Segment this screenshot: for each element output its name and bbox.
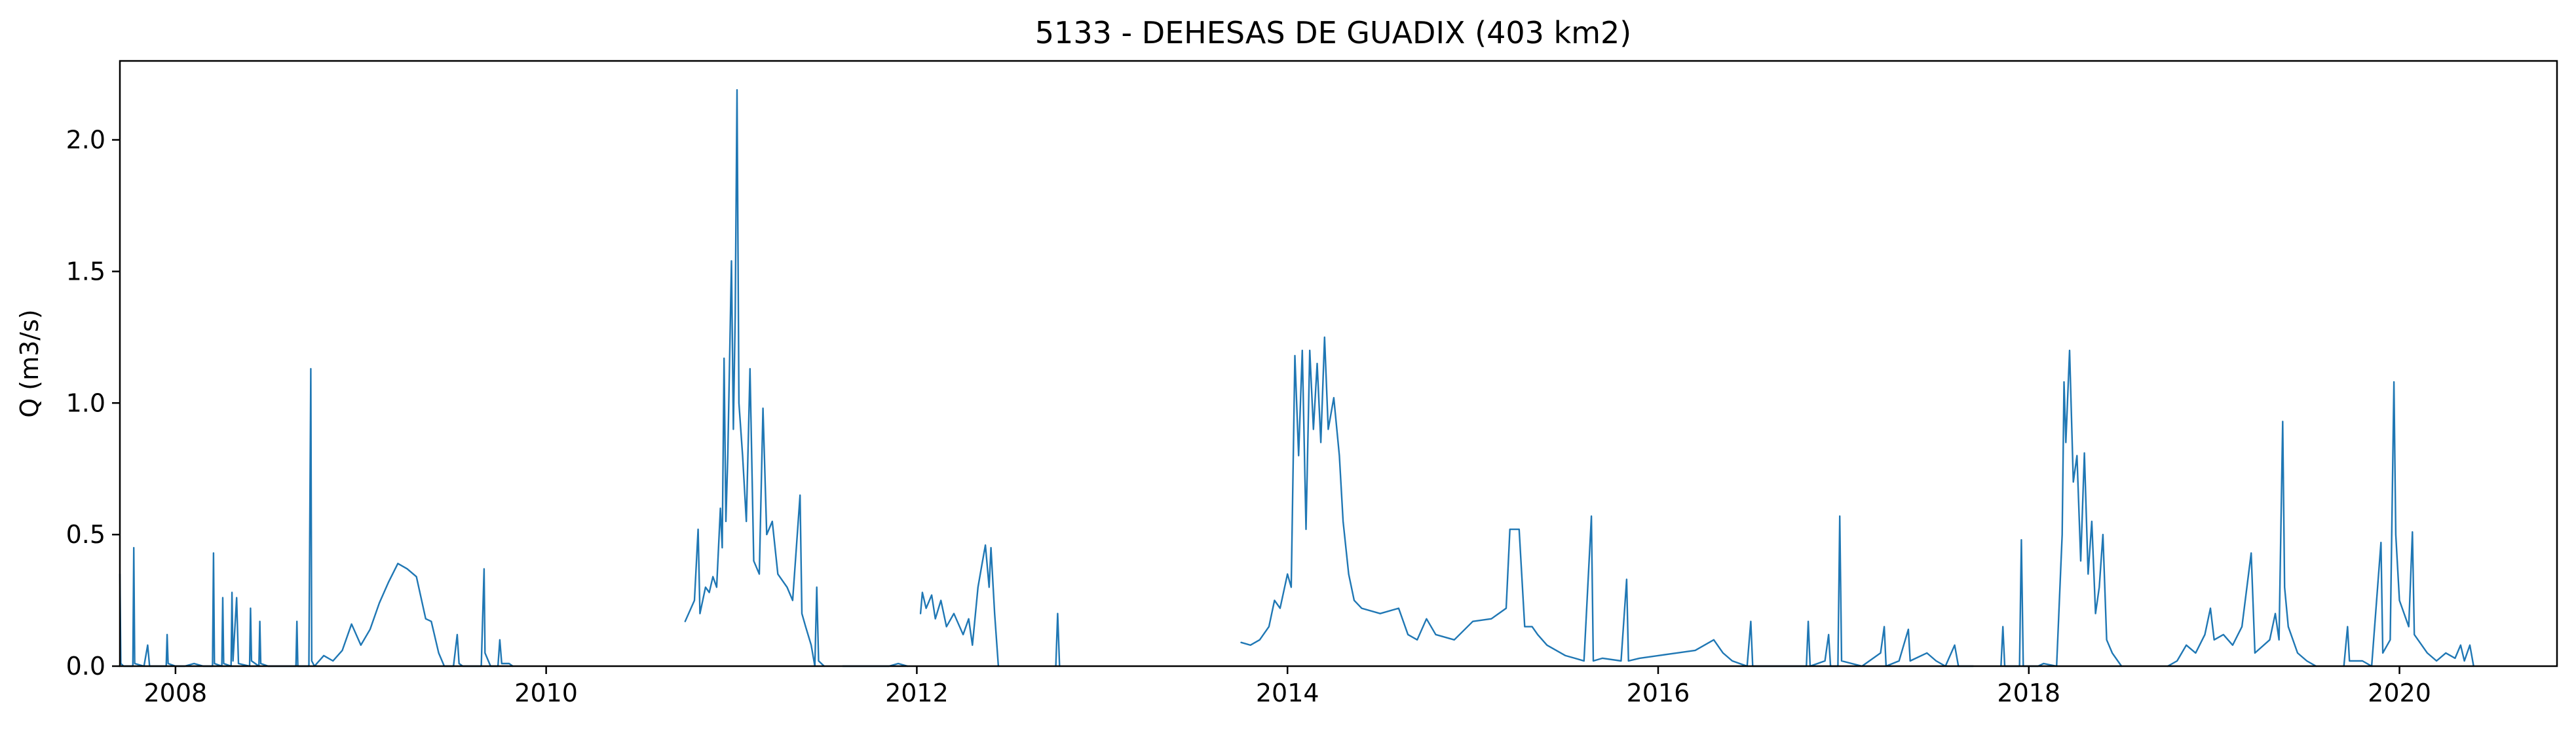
- discharge-series-line: [2343, 381, 2474, 667]
- discharge-series-line: [119, 367, 514, 667]
- x-tick-label: 2012: [885, 679, 949, 707]
- discharge-series-line: [684, 89, 825, 667]
- x-axis: 2008 2010 2012 2014 2016 2018 2020: [144, 666, 2431, 707]
- discharge-series-line: [1055, 612, 1061, 667]
- x-tick-label: 2020: [2368, 679, 2431, 707]
- x-tick-label: 2018: [1997, 679, 2060, 707]
- y-axis-label: Q (m3/s): [15, 309, 44, 417]
- x-tick-label: 2008: [144, 679, 208, 707]
- y-tick-label: 0.5: [66, 520, 105, 549]
- x-tick-label: 2014: [1256, 679, 1319, 707]
- y-tick-label: 0.0: [66, 652, 105, 681]
- y-axis: 0.0 0.5 1.0 1.5 2.0: [66, 126, 120, 681]
- discharge-series-line: [919, 544, 1000, 667]
- plot-area: [119, 89, 2474, 667]
- y-tick-label: 2.0: [66, 126, 105, 155]
- axes-frame: [119, 60, 2558, 667]
- y-tick-label: 1.5: [66, 257, 105, 286]
- y-tick-label: 1.0: [66, 388, 105, 417]
- discharge-series-line: [1240, 336, 1975, 667]
- x-tick-label: 2016: [1627, 679, 1690, 707]
- chart-title: 5133 - DEHESAS DE GUADIX (403 km2): [1035, 15, 1631, 50]
- discharge-series-line: [2000, 349, 2123, 667]
- discharge-series-line: [2167, 421, 2317, 667]
- x-tick-label: 2010: [514, 679, 578, 707]
